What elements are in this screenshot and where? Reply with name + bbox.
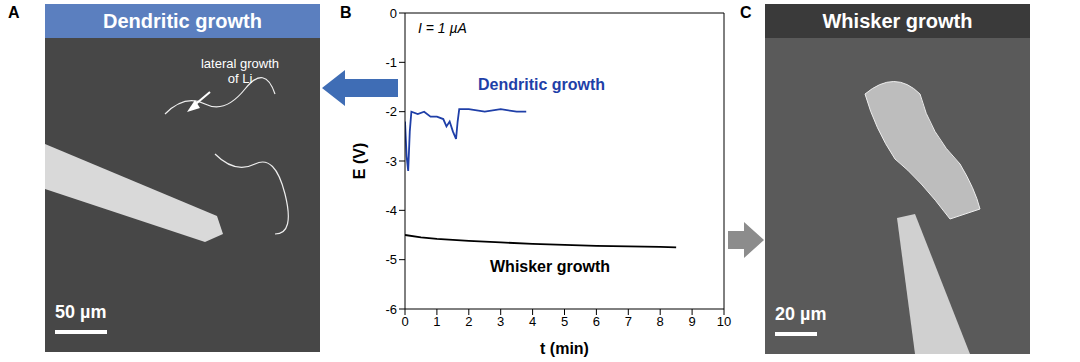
html-text:Whisker growth: Whisker growth xyxy=(822,10,973,32)
svg-text:6: 6 xyxy=(593,314,600,329)
svg-text:-1: -1 xyxy=(385,55,397,70)
html-text:B: B xyxy=(340,4,352,21)
svg-text:5: 5 xyxy=(561,314,568,329)
svg-text:0: 0 xyxy=(401,314,408,329)
svg-text:8: 8 xyxy=(657,314,664,329)
html-text:20 µm: 20 µm xyxy=(775,304,827,324)
svg-text:-3: -3 xyxy=(385,154,397,169)
html-text:C: C xyxy=(740,4,752,21)
html-text:lateral growth of Li: lateral growth of Li xyxy=(201,56,279,86)
svg-text:10: 10 xyxy=(717,314,731,329)
html-text:A: A xyxy=(8,4,20,21)
html-text:I = 1 µA: I = 1 µA xyxy=(418,20,467,36)
svg-text:1: 1 xyxy=(433,314,440,329)
svg-text:E (V): E (V) xyxy=(351,143,368,179)
svg-text:t (min): t (min) xyxy=(540,340,589,357)
html-text:Whisker growth: Whisker growth xyxy=(490,258,610,275)
svg-text:-6: -6 xyxy=(385,302,397,317)
svg-text:-4: -4 xyxy=(385,203,397,218)
html-text:50 µm: 50 µm xyxy=(55,302,107,322)
svg-text:3: 3 xyxy=(497,314,504,329)
svg-text:7: 7 xyxy=(625,314,632,329)
svg-text:9: 9 xyxy=(688,314,695,329)
html-text:Dendritic growth: Dendritic growth xyxy=(103,10,262,32)
svg-text:4: 4 xyxy=(529,314,536,329)
svg-text:0: 0 xyxy=(390,6,397,21)
svg-text:2: 2 xyxy=(465,314,472,329)
html-text:Dendritic growth: Dendritic growth xyxy=(478,76,606,93)
svg-text:-2: -2 xyxy=(385,104,397,119)
svg-text:-5: -5 xyxy=(385,252,397,267)
